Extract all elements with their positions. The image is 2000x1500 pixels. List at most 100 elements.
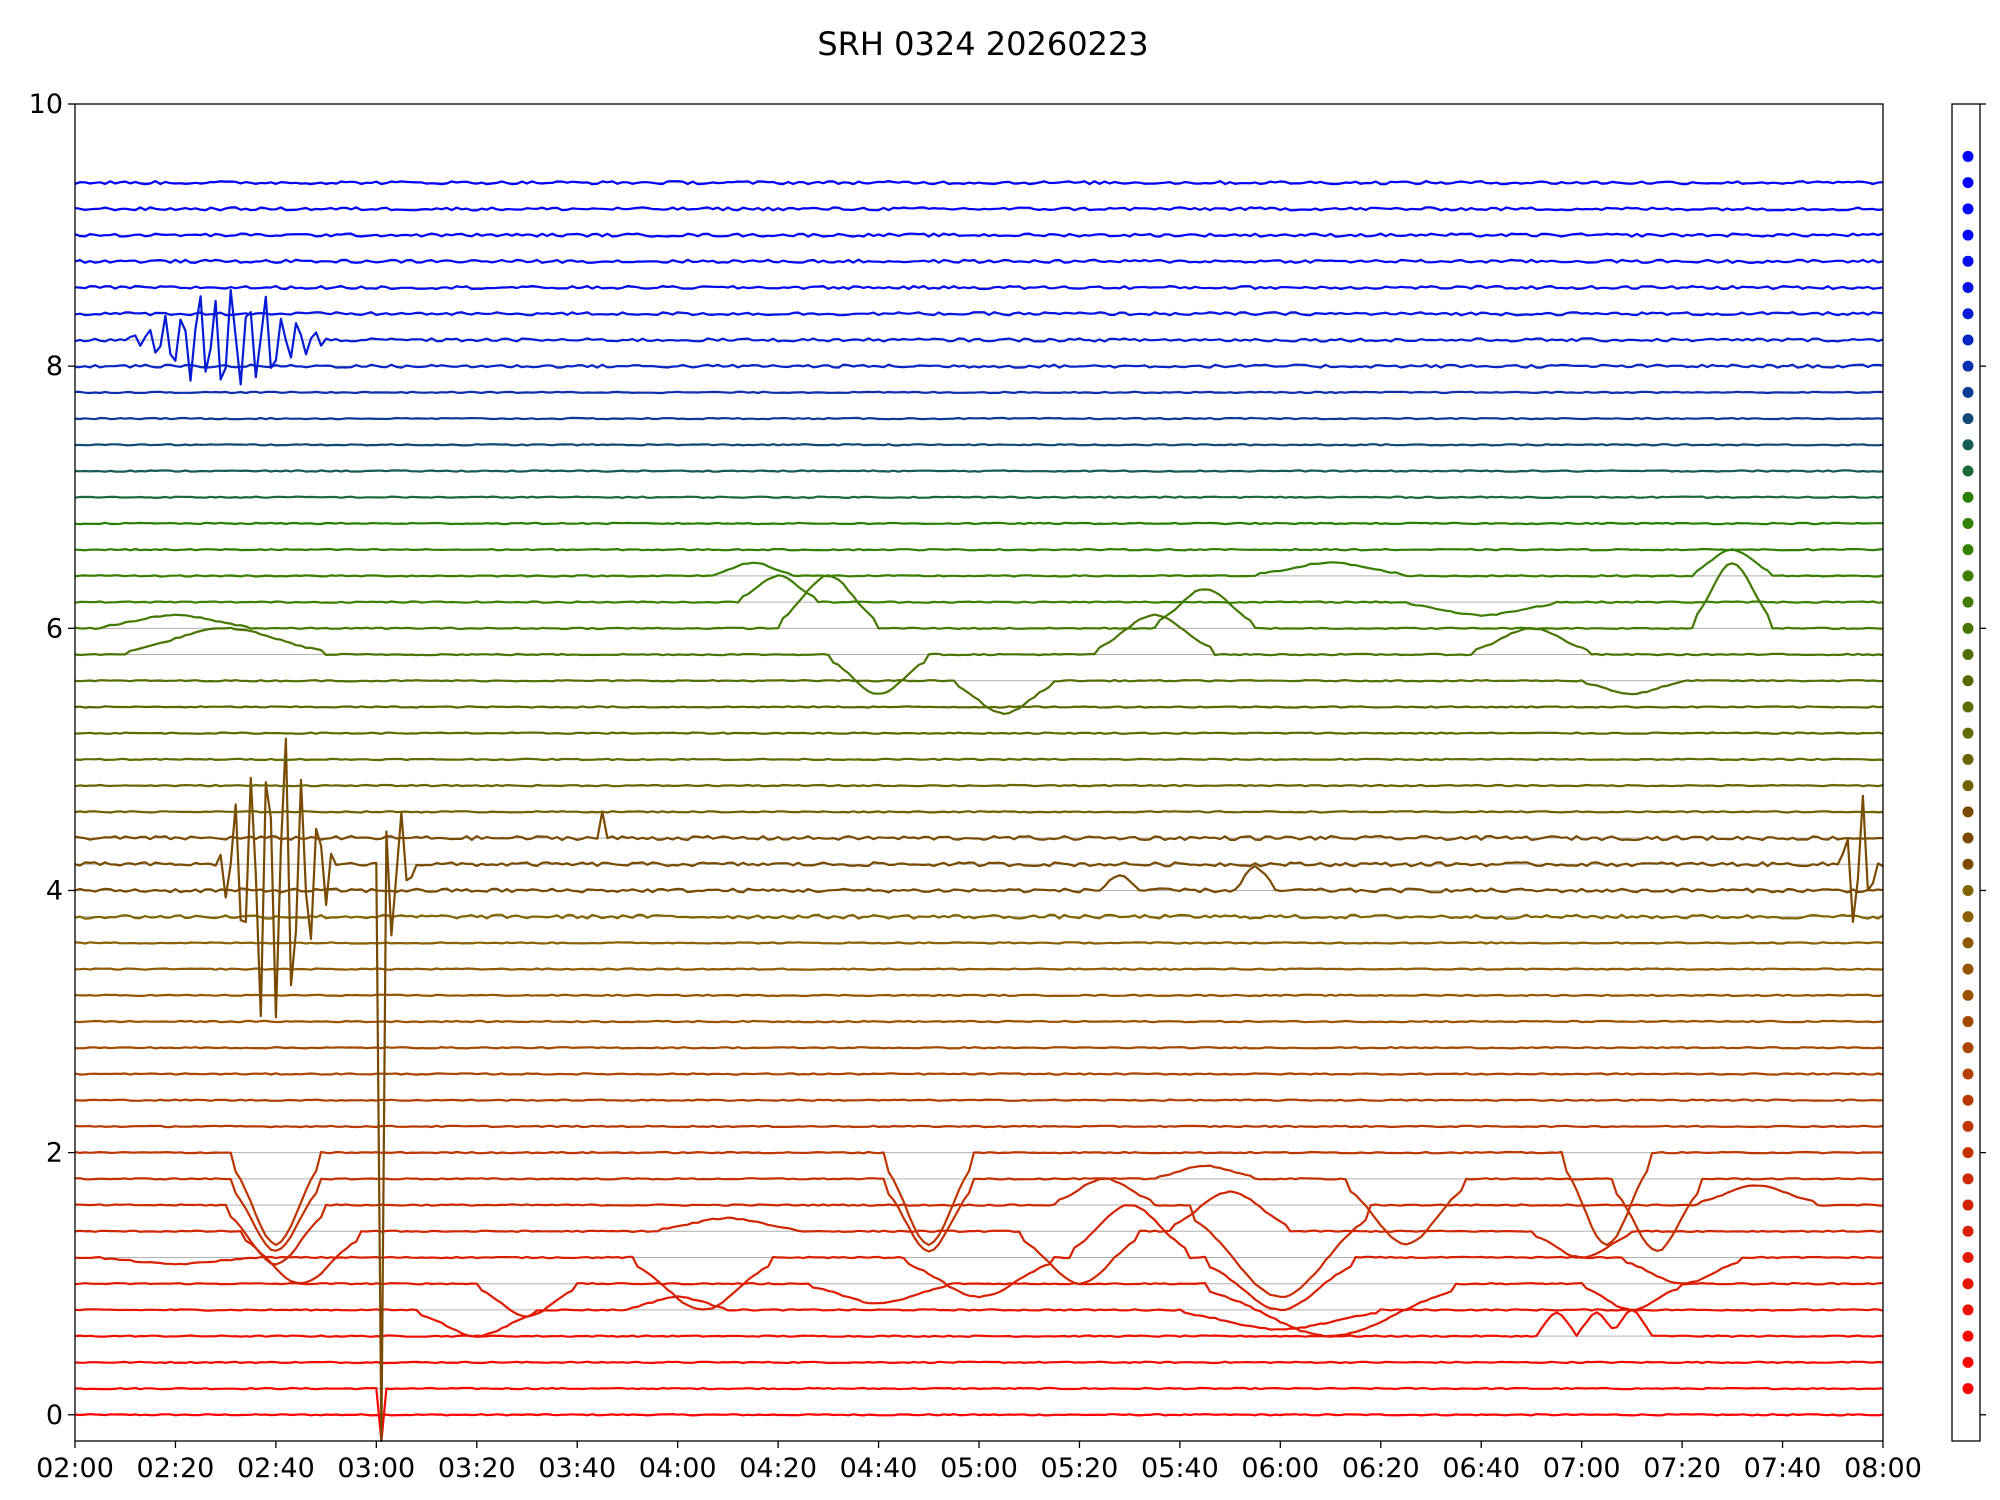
x-tick-label: 06:00 (1241, 1453, 1319, 1484)
channel-trace (74, 737, 1884, 1443)
channel-trace (74, 1045, 1884, 1050)
channel-color-dot (1962, 1016, 1974, 1028)
channel-color-dot (1962, 701, 1974, 713)
x-tick-label: 06:40 (1442, 1453, 1520, 1484)
channel-trace (74, 757, 1884, 762)
channel-color-dot (1962, 780, 1974, 792)
channel-trace (74, 1281, 1884, 1338)
channel-color-dot (1962, 1042, 1974, 1054)
channel-trace (74, 1072, 1884, 1076)
channel-color-dot (1962, 517, 1974, 529)
channel-color-dot (1962, 282, 1974, 294)
channel-trace (74, 258, 1884, 264)
channel-color-dot (1962, 727, 1974, 739)
x-tick-label: 02:20 (137, 1453, 215, 1484)
channel-trace (74, 810, 1884, 814)
channel-color-dot (1962, 360, 1974, 372)
channel-color-dot (1962, 1330, 1974, 1342)
channel-trace (74, 548, 1884, 578)
x-axis: 02:00 02:20 02:40 03:00 03:20 03:40 04:00 04:20… (36, 1441, 1922, 1484)
channel-trace (74, 1019, 1884, 1024)
channel-trace (74, 731, 1884, 735)
channel-trace (74, 1360, 1884, 1365)
y-tick-label: 8 (46, 351, 63, 382)
channel-trace (74, 363, 1884, 369)
channel-color-dot (1962, 386, 1974, 398)
channel-color-dot (1962, 1278, 1974, 1290)
channel-color-dot (1962, 1251, 1974, 1263)
channel-color-dot (1962, 911, 1974, 923)
channel-color-dot (1962, 989, 1974, 1001)
channel-color-dot (1962, 1304, 1974, 1316)
x-tick-label: 07:00 (1543, 1453, 1621, 1484)
x-tick-label: 07:40 (1744, 1453, 1822, 1484)
channel-trace (74, 1124, 1884, 1129)
y-tick-label: 4 (46, 875, 63, 906)
channel-color-dot (1962, 1173, 1974, 1185)
channel-color-dot (1962, 203, 1974, 215)
channel-trace (74, 678, 1884, 716)
x-tick-label: 08:00 (1844, 1453, 1922, 1484)
channel-color-dot (1962, 308, 1974, 320)
channel-trace (74, 705, 1884, 709)
x-tick-label: 03:40 (538, 1453, 616, 1484)
y-tick-label: 6 (46, 613, 63, 644)
channel-trace (74, 1098, 1884, 1102)
channel-color-dot (1962, 465, 1974, 477)
channel-color-dot (1962, 255, 1974, 267)
channel-color-dot (1962, 937, 1974, 949)
x-tick-label: 04:20 (739, 1453, 817, 1484)
channel-trace (75, 443, 1884, 447)
channel-color-dot (1962, 1356, 1974, 1368)
channel-trace (74, 521, 1883, 526)
x-tick-label: 04:00 (639, 1453, 717, 1484)
channel-color-dot (1962, 596, 1974, 608)
trace-layer (74, 180, 1884, 1443)
x-tick-label: 02:00 (36, 1453, 114, 1484)
channel-color-dot (1962, 675, 1974, 687)
x-tick-label: 03:20 (438, 1453, 516, 1484)
channel-color-dot (1962, 570, 1974, 582)
channel-trace (74, 469, 1884, 473)
channel-trace (75, 390, 1884, 395)
channel-trace (74, 232, 1884, 238)
channel-trace (74, 1190, 1884, 1286)
channel-trace (74, 967, 1884, 971)
channel-trace (74, 495, 1884, 499)
x-tick-label: 02:40 (237, 1453, 315, 1484)
channel-color-dot (1962, 832, 1974, 844)
x-tick-label: 07:20 (1643, 1453, 1721, 1484)
channel-trace (74, 941, 1884, 945)
channel-color-dot (1962, 177, 1974, 189)
channel-color-dot (1962, 544, 1974, 556)
channel-trace (74, 288, 1884, 386)
channel-color-strip (1951, 103, 1986, 1442)
y-tick-label: 2 (46, 1138, 63, 1169)
channel-color-dot (1962, 334, 1974, 346)
channel-trace (74, 1386, 1884, 1443)
channel-trace (74, 284, 1884, 291)
channel-color-dot (1962, 1383, 1974, 1395)
channel-trace (74, 783, 1884, 788)
channel-trace (74, 180, 1884, 186)
channel-color-dot (1962, 858, 1974, 870)
channel-trace (74, 1295, 1884, 1338)
channel-color-dot (1962, 1225, 1974, 1237)
channel-trace (74, 206, 1884, 212)
channel-color-dot (1962, 1199, 1974, 1211)
x-tick-label: 03:00 (337, 1453, 415, 1484)
channel-trace (74, 993, 1884, 998)
channel-trace (74, 416, 1884, 421)
x-tick-label: 05:00 (940, 1453, 1018, 1484)
color-strip-frame (1951, 103, 1981, 1442)
channel-trace (74, 574, 1884, 617)
chart-title: SRH 0324 20260223 (817, 25, 1148, 63)
x-tick-label: 05:20 (1041, 1453, 1119, 1484)
channel-color-dot (1962, 229, 1974, 241)
channel-color-dot (1962, 963, 1974, 975)
channel-color-dot (1962, 806, 1974, 818)
channel-color-dot (1962, 491, 1974, 503)
x-tick-label: 05:40 (1141, 1453, 1219, 1484)
